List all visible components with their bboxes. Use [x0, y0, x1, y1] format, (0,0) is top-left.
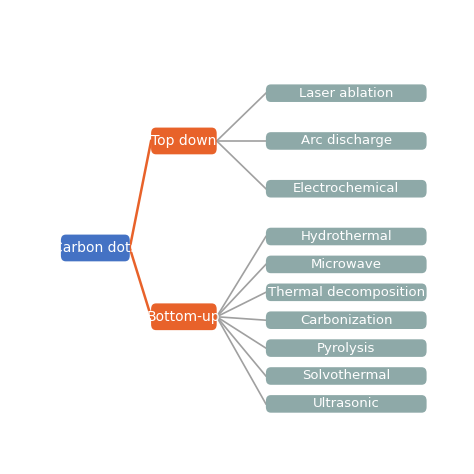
Text: Ultrasonic: Ultrasonic — [313, 397, 380, 410]
FancyBboxPatch shape — [266, 180, 427, 198]
FancyBboxPatch shape — [61, 235, 130, 261]
FancyBboxPatch shape — [151, 128, 217, 155]
FancyBboxPatch shape — [266, 132, 427, 150]
Text: Hydrothermal: Hydrothermal — [301, 230, 392, 243]
FancyBboxPatch shape — [266, 283, 427, 301]
Text: Arc discharge: Arc discharge — [301, 135, 392, 147]
Text: Solvothermal: Solvothermal — [302, 370, 391, 383]
FancyBboxPatch shape — [266, 395, 427, 413]
Text: Laser ablation: Laser ablation — [299, 87, 393, 100]
Text: Top down: Top down — [151, 134, 217, 148]
Text: Electrochemical: Electrochemical — [293, 182, 400, 195]
Text: Pyrolysis: Pyrolysis — [317, 342, 375, 355]
FancyBboxPatch shape — [266, 255, 427, 273]
Text: Carbon dots: Carbon dots — [53, 241, 137, 255]
FancyBboxPatch shape — [266, 84, 427, 102]
FancyBboxPatch shape — [266, 228, 427, 245]
FancyBboxPatch shape — [266, 367, 427, 385]
Text: Microwave: Microwave — [311, 258, 382, 271]
Text: Carbonization: Carbonization — [300, 314, 392, 327]
FancyBboxPatch shape — [266, 311, 427, 329]
FancyBboxPatch shape — [151, 303, 217, 330]
Text: Bottom-up: Bottom-up — [147, 310, 221, 324]
FancyBboxPatch shape — [266, 339, 427, 357]
Text: Thermal decomposition: Thermal decomposition — [268, 286, 425, 299]
